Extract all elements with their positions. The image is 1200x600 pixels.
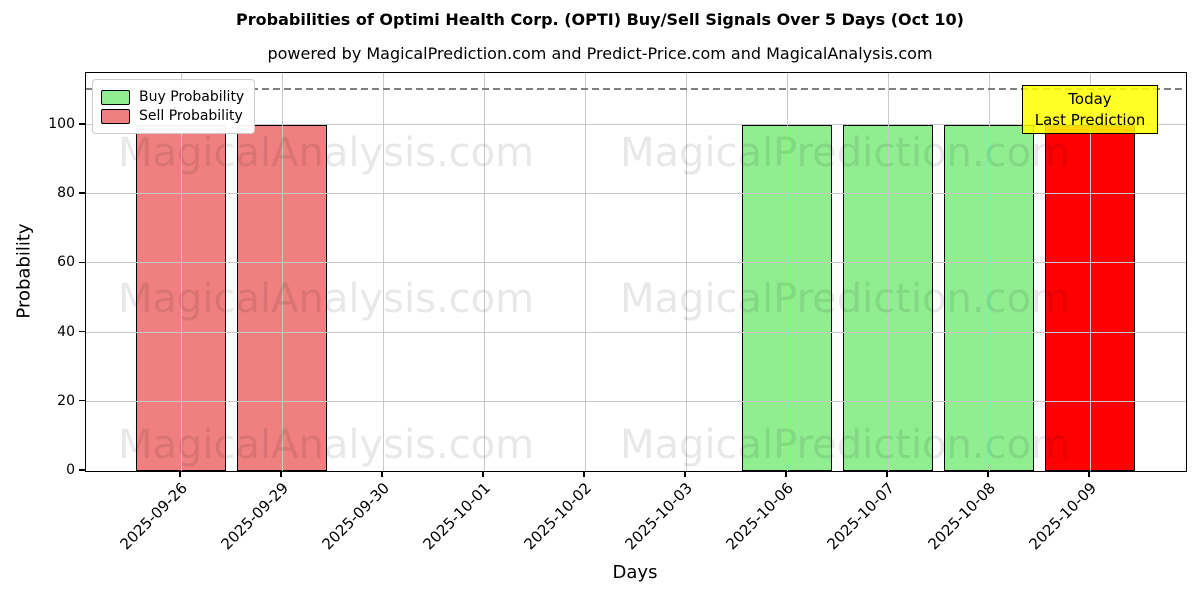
x-gridline-2025-09-30	[383, 73, 384, 471]
legend-swatch-sell-probability	[101, 108, 130, 124]
x-tick-label-2025-10-03: 2025-10-03	[621, 479, 696, 554]
y-tick-label-0: 0	[66, 462, 75, 478]
x-gridline-2025-10-02	[585, 73, 586, 471]
x-gridline-2025-10-08	[989, 73, 990, 471]
x-gridline-2025-10-07	[888, 73, 889, 471]
x-gridline-2025-09-29	[282, 73, 283, 471]
x-tick-label-2025-10-01: 2025-10-01	[419, 479, 494, 554]
x-gridline-2025-09-26	[181, 73, 182, 471]
legend-swatch-buy-probability	[101, 89, 130, 105]
x-tick-label-2025-10-09: 2025-10-09	[1025, 479, 1100, 554]
threshold-dashed-line	[86, 88, 1186, 91]
x-gridline-2025-10-01	[484, 73, 485, 471]
x-gridline-2025-10-03	[686, 73, 687, 471]
x-gridline-2025-10-09	[1090, 73, 1091, 471]
y-tick-label-20: 20	[57, 392, 75, 409]
y-gridline-40	[86, 331, 1186, 333]
today-annotation-line1: Today	[1068, 90, 1112, 108]
y-tick-label-80: 80	[57, 185, 75, 202]
y-axis-title: Probability	[13, 223, 35, 319]
x-tick-label-2025-09-30: 2025-09-30	[318, 479, 393, 554]
y-tick-label-60: 60	[57, 254, 75, 271]
y-gridline-60	[86, 262, 1186, 264]
x-gridline-2025-10-06	[787, 73, 788, 471]
x-tick-label-2025-10-06: 2025-10-06	[722, 479, 797, 554]
x-tick-label-2025-10-08: 2025-10-08	[924, 479, 999, 554]
y-gridline-100	[86, 123, 1186, 125]
legend-label: Sell Probability	[139, 108, 243, 124]
x-tick-label-2025-10-07: 2025-10-07	[823, 479, 898, 554]
x-tick-label-2025-09-26: 2025-09-26	[116, 479, 191, 554]
legend-row: Buy Probability	[101, 89, 244, 105]
today-annotation: Today Last Prediction	[1022, 85, 1158, 135]
y-gridline-20	[86, 400, 1186, 402]
chart-title: Probabilities of Optimi Health Corp. (OP…	[236, 10, 964, 29]
today-annotation-line2: Last Prediction	[1034, 110, 1146, 129]
y-gridline-80	[86, 193, 1186, 195]
y-tick-label-40: 40	[57, 323, 75, 340]
y-tick-label-100: 100	[48, 115, 75, 132]
legend-label: Buy Probability	[139, 89, 245, 105]
chart-subtitle: powered by MagicalPrediction.com and Pre…	[267, 44, 933, 63]
legend: Buy Probability Sell Probability	[92, 79, 256, 134]
plot-area: Buy Probability Sell Probability	[85, 72, 1187, 472]
x-axis-title: Days	[612, 562, 658, 583]
legend-row: Sell Probability	[101, 108, 244, 124]
x-tick-label-2025-09-29: 2025-09-29	[217, 479, 292, 554]
x-tick-label-2025-10-02: 2025-10-02	[520, 479, 595, 554]
